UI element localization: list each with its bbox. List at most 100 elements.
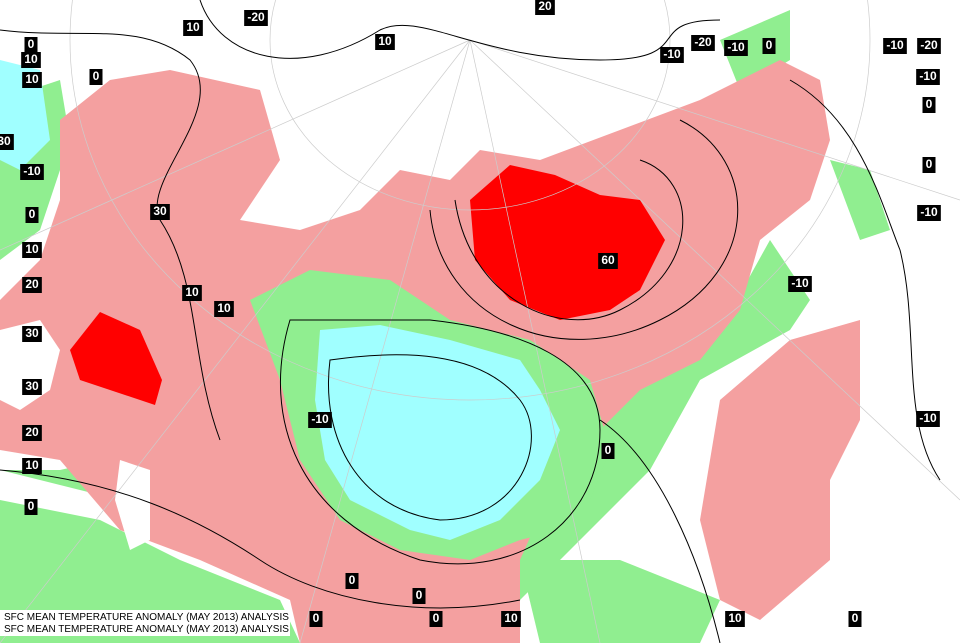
contour-label: 0 (416, 588, 423, 602)
contour-label: -20 (247, 10, 265, 24)
water (860, 300, 960, 643)
caption-background (0, 610, 290, 636)
contour-label-box (601, 443, 615, 459)
contour-label-box (22, 72, 42, 88)
contour-label: -20 (694, 35, 712, 49)
contour-label-box (89, 69, 103, 85)
anomaly-0-10-zone (830, 160, 890, 240)
anomaly-0-10-zone (0, 240, 810, 620)
contour-label: 30 (0, 134, 11, 148)
contour-label: 10 (25, 458, 39, 472)
contour-label: -10 (919, 411, 937, 425)
contour-label: 30 (25, 379, 39, 393)
contour-label-box (848, 611, 862, 627)
contour-label-box (182, 285, 202, 301)
anomaly-10-plus-zone (700, 320, 860, 620)
contour-label: -10 (311, 412, 329, 426)
contour-label-box (214, 301, 234, 317)
contour-label-box (762, 38, 776, 54)
contour-label-box (308, 412, 332, 428)
contour-label-box (916, 69, 940, 85)
contour-label-box (24, 37, 38, 53)
contour-label-box (883, 38, 907, 54)
contour-label-box (150, 204, 170, 220)
contour-label-box (22, 458, 42, 474)
contour-label: 0 (28, 499, 35, 513)
contour-label-box (788, 276, 812, 292)
contour-label-box (22, 326, 42, 342)
contour-label-box (375, 34, 395, 50)
contour-label: 10 (378, 34, 392, 48)
contour-label-box (917, 38, 941, 54)
contour-label: 0 (93, 69, 100, 83)
contour-label-box (922, 157, 936, 173)
caption: SFC MEAN TEMPERATURE ANOMALY (MAY 2013) … (4, 612, 289, 623)
contour-label-box (20, 164, 44, 180)
water (115, 460, 150, 550)
contour-label: 0 (926, 97, 933, 111)
contour-label: 10 (185, 285, 199, 299)
contour-label: -10 (886, 38, 904, 52)
contour-label-box (22, 242, 42, 258)
contour-label: 0 (605, 443, 612, 457)
contour-label-box (24, 499, 38, 515)
contour-label-box (22, 425, 42, 441)
anomaly-0-10-zone (520, 560, 720, 643)
contour-label: 0 (313, 611, 320, 625)
contour-label: 0 (926, 157, 933, 171)
contour-label-box (309, 611, 323, 627)
contour-label-box (412, 588, 426, 604)
contour-label: -10 (791, 276, 809, 290)
contour-label: 10 (217, 301, 231, 315)
contour-label-box (922, 97, 936, 113)
anomaly-30-plus-zone (470, 165, 665, 320)
contour-label: -10 (920, 205, 938, 219)
caption: SFC MEAN TEMPERATURE ANOMALY (MAY 2013) … (4, 624, 289, 635)
contour-label: 30 (25, 326, 39, 340)
contour-label: 0 (766, 38, 773, 52)
contour-label-box (917, 205, 941, 221)
contour-label-box (429, 611, 443, 627)
contour-label: -10 (23, 164, 41, 178)
contour-label: 0 (29, 207, 36, 221)
contour-label: -10 (919, 69, 937, 83)
contour-label-box (22, 277, 42, 293)
contour-label-box (22, 379, 42, 395)
contour-label: 0 (852, 611, 859, 625)
contour-label: 10 (728, 611, 742, 625)
anomaly-below-minus-10-zone (315, 325, 560, 540)
contour-label: 10 (24, 52, 38, 66)
contour-label: 10 (25, 242, 39, 256)
contour-label-box (345, 573, 359, 589)
water (0, 320, 60, 410)
anomaly-30-plus-zone (70, 312, 162, 405)
contour-label-box (598, 253, 618, 269)
contour-label-box (244, 10, 268, 26)
contour-label-box (25, 207, 39, 223)
contour-label-box (691, 35, 715, 51)
contour-label-box (916, 411, 940, 427)
contour-label: 10 (186, 20, 200, 34)
contour-label-box (21, 52, 41, 68)
contour-label-box (725, 611, 745, 627)
contour-label: 60 (601, 253, 615, 267)
contour-label: 10 (25, 72, 39, 86)
contour-label: -10 (663, 47, 681, 61)
contour-label: 0 (433, 611, 440, 625)
contour-label: 0 (349, 573, 356, 587)
contour-label: 0 (28, 37, 35, 51)
contour-label-box (183, 20, 203, 36)
contour-label-box (660, 47, 684, 63)
contour-label: 20 (25, 277, 39, 291)
contour-label-box (0, 134, 14, 150)
contour-label-box (724, 40, 748, 56)
contour-label: 20 (538, 0, 552, 13)
contour-label: -10 (727, 40, 745, 54)
anomaly-0-10-zone (0, 500, 300, 643)
contour-label: 20 (25, 425, 39, 439)
